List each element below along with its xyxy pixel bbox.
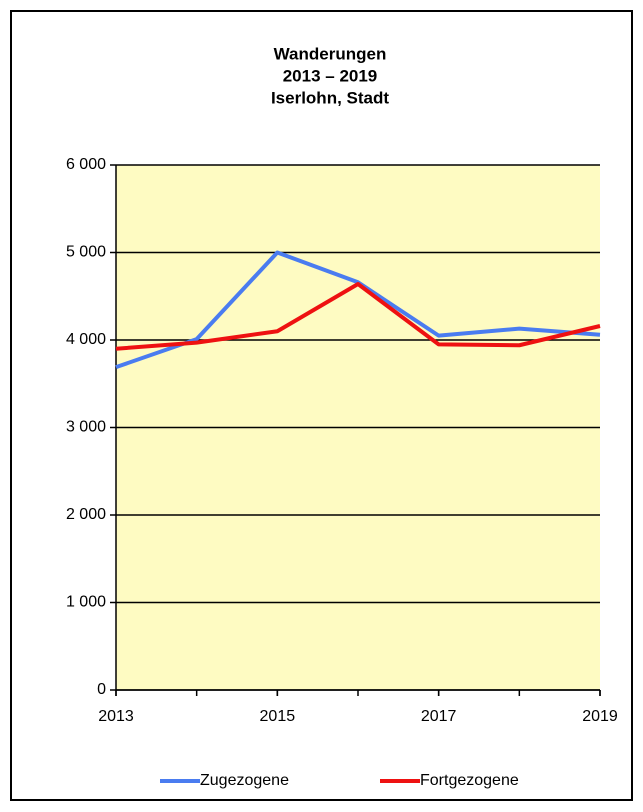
chart-title: 2013 – 2019 [283, 66, 378, 85]
y-tick-label: 0 [97, 681, 106, 698]
y-tick-label: 1 000 [66, 594, 106, 611]
y-tick-label: 3 000 [66, 419, 106, 436]
x-tick-label: 2013 [98, 708, 134, 725]
x-tick-label: 2019 [582, 708, 618, 725]
legend-label: Fortgezogene [420, 772, 519, 789]
y-tick-label: 4 000 [66, 331, 106, 348]
chart-title: Iserlohn, Stadt [271, 88, 389, 107]
x-tick-label: 2017 [421, 708, 457, 725]
chart-title: Wanderungen [274, 44, 387, 63]
legend-label: Zugezogene [200, 772, 289, 789]
y-tick-label: 5 000 [66, 244, 106, 261]
series-line [115, 282, 601, 351]
x-tick-label: 2015 [260, 708, 296, 725]
y-tick-label: 6 000 [66, 156, 106, 173]
y-tick-label: 2 000 [66, 506, 106, 523]
